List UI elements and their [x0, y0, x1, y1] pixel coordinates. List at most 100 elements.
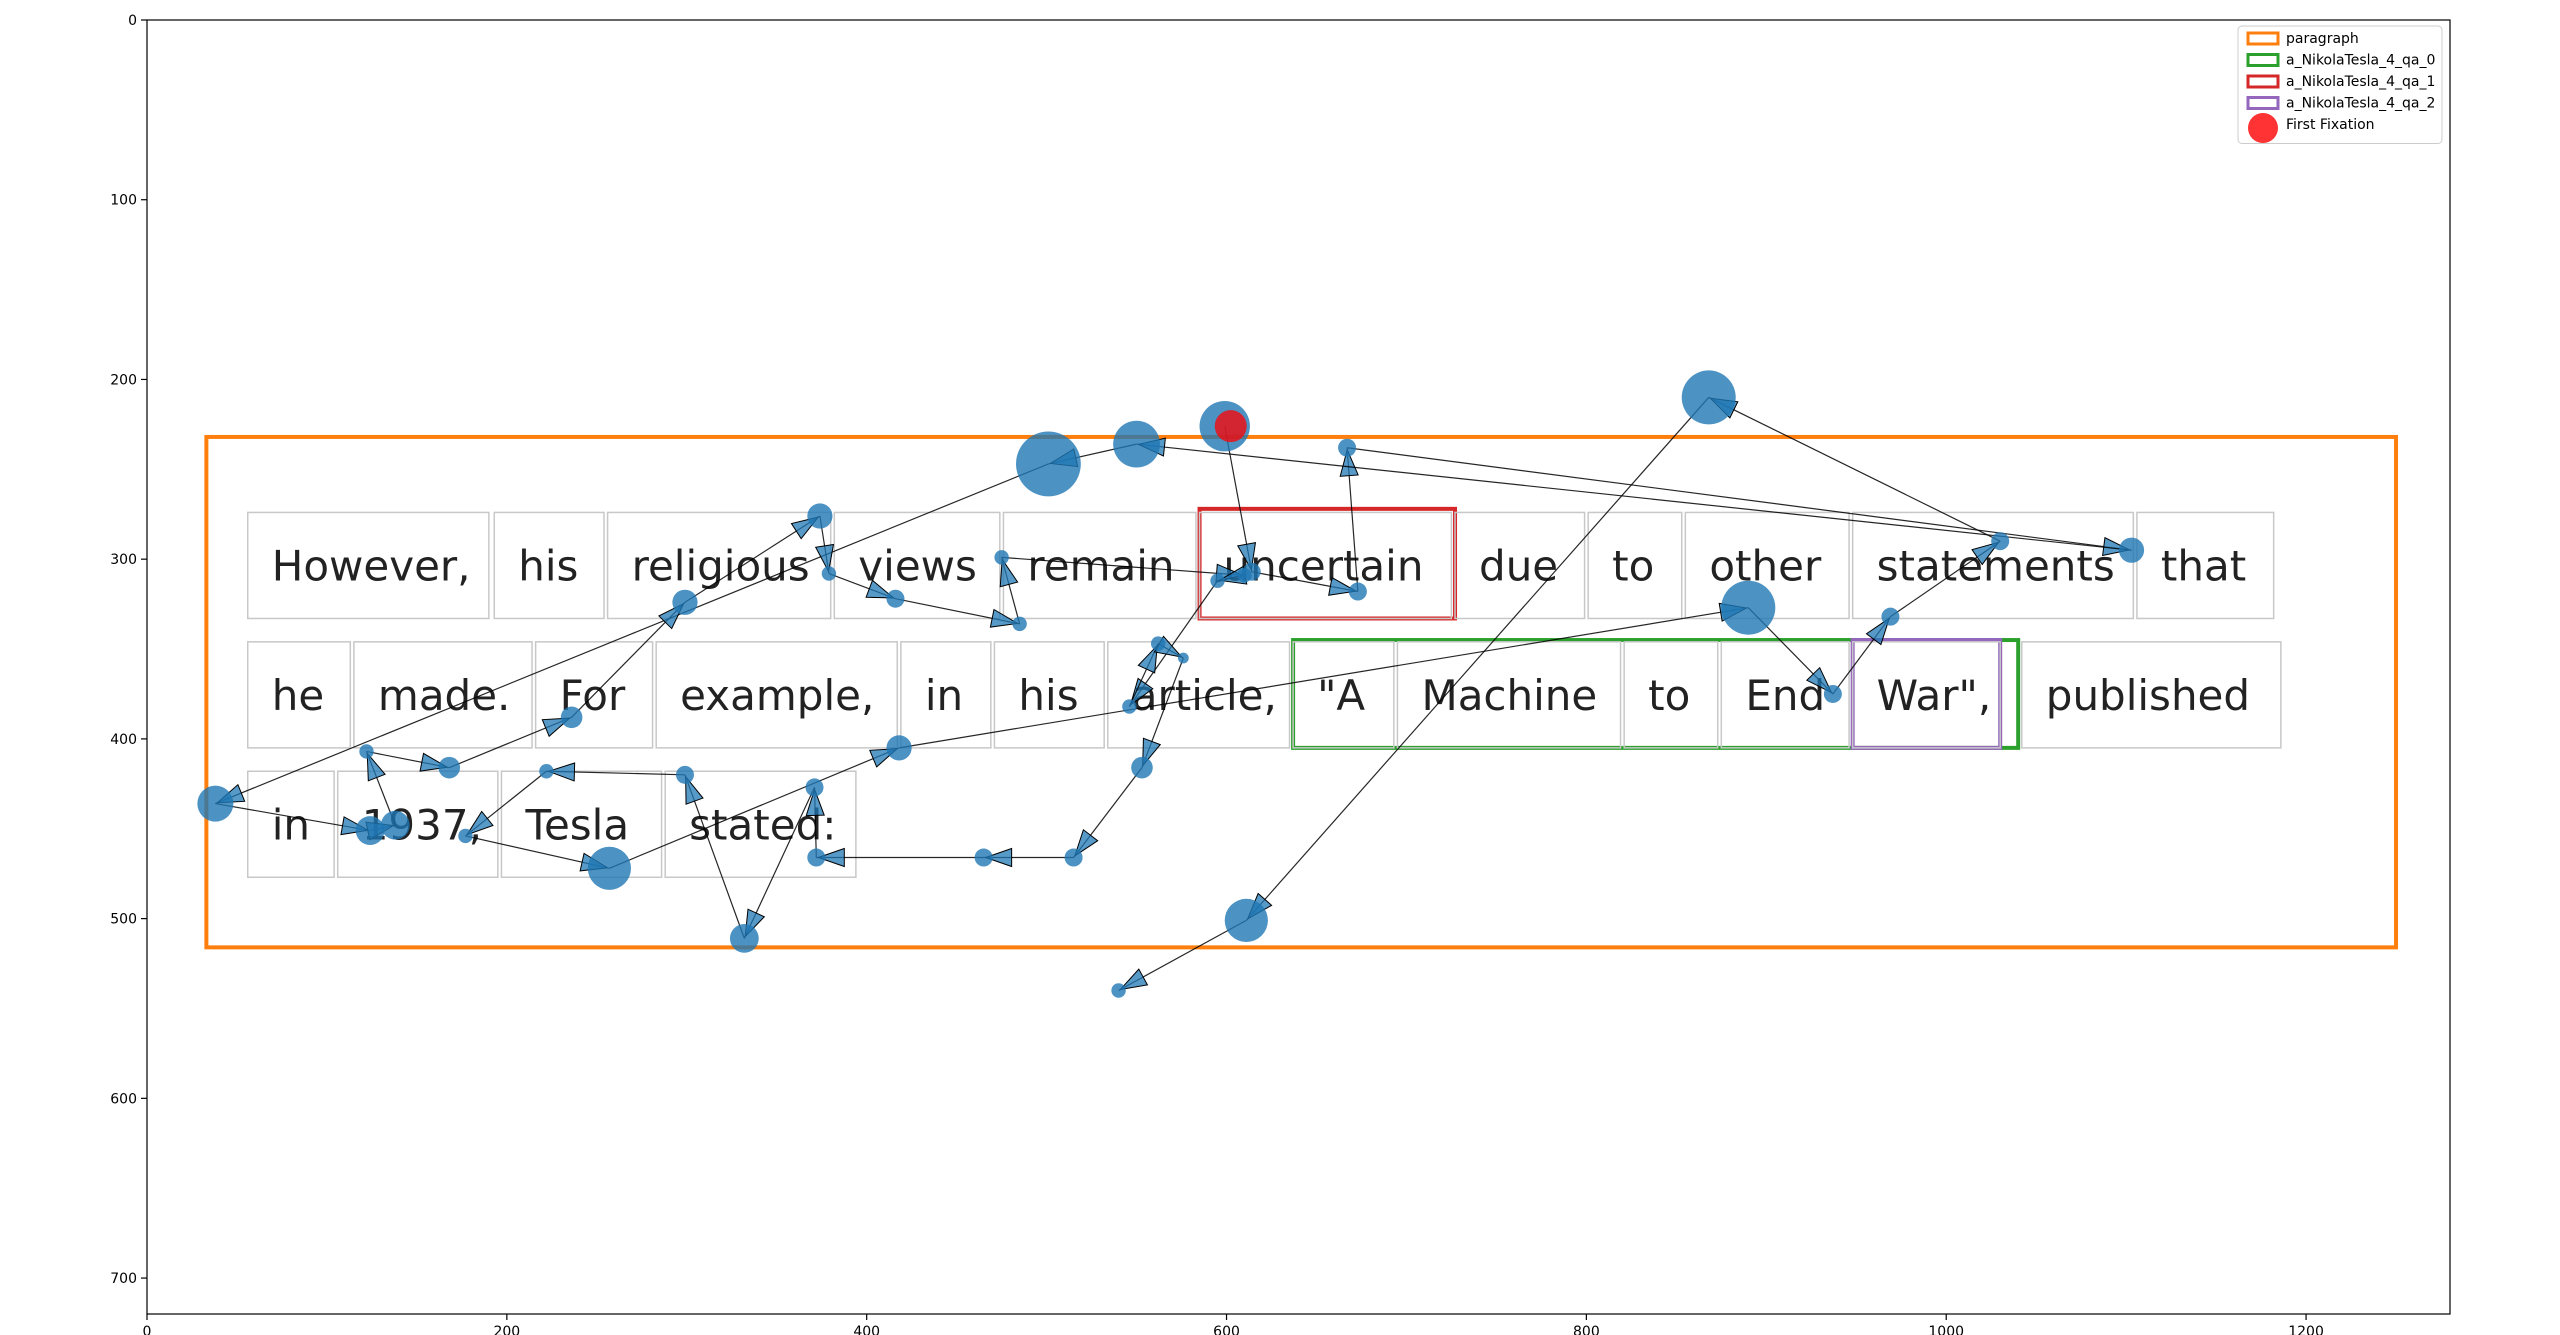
fixation-point — [1237, 568, 1252, 583]
fixation-point — [1016, 431, 1081, 497]
saccade-arrowhead — [999, 557, 1019, 588]
word-box — [1454, 511, 1586, 620]
fixation-point — [539, 764, 554, 779]
word-text: article, — [1132, 671, 1277, 720]
word-box — [493, 511, 605, 620]
fixation-point — [675, 765, 694, 784]
legend-frame — [2237, 25, 2443, 144]
saccade-line — [1708, 396, 2001, 542]
fixation-point — [1881, 607, 1900, 626]
x-tick-label: 1000 — [1928, 1324, 1964, 1335]
fixation-point — [560, 706, 583, 729]
fixation-points — [197, 370, 2145, 998]
x-tick-label: 0 — [143, 1324, 152, 1335]
fixation-point — [380, 810, 410, 840]
word-box — [1198, 511, 1453, 620]
fixation-point — [805, 778, 824, 797]
word-text: Machine — [1421, 671, 1597, 720]
word-box — [664, 770, 857, 879]
legend-label: a_NikolaTesla_4_qa_0 — [2286, 53, 2435, 69]
saccade-arrowhead — [685, 775, 704, 805]
saccade-arrowhead — [1073, 828, 1099, 858]
word-text: War", — [1877, 671, 1992, 720]
word-box — [2136, 511, 2275, 620]
word-text: to — [1648, 671, 1690, 720]
word-text: views — [858, 541, 977, 590]
x-tick-label: 400 — [853, 1324, 880, 1335]
word-text: other — [1709, 541, 1822, 590]
legend-swatch — [2248, 113, 2278, 143]
y-tick-label: 500 — [110, 912, 137, 928]
saccade-arrowhead — [1129, 677, 1154, 707]
word-text: published — [2046, 671, 2250, 720]
fixation-point — [587, 846, 631, 890]
word-box — [655, 641, 899, 749]
word-box — [500, 770, 663, 879]
fixation-point — [1064, 848, 1083, 867]
y-tick-label: 600 — [110, 1091, 137, 1107]
word-text: that — [2161, 541, 2246, 590]
saccade-arrowhead — [1865, 617, 1891, 646]
fixation-point — [438, 756, 461, 779]
word-text: However, — [272, 541, 471, 590]
fixation-point — [2118, 537, 2145, 563]
word-box — [336, 770, 499, 879]
fixation-point — [355, 816, 385, 845]
word-box — [1396, 641, 1622, 749]
x-tick-label: 1200 — [2288, 1324, 2324, 1335]
fixation-point — [994, 550, 1009, 565]
fixation-point — [1681, 370, 1736, 425]
fixation-point — [1122, 699, 1137, 714]
saccade-arrowhead — [816, 847, 845, 868]
word-text: to — [1612, 541, 1654, 590]
y-tick-label: 400 — [110, 732, 137, 748]
word-text: his — [518, 541, 578, 590]
fixation-point — [1224, 898, 1268, 943]
saccade-arrowhead — [1339, 448, 1359, 477]
word-text: his — [1018, 671, 1078, 720]
legend-swatch — [2246, 31, 2280, 46]
word-box — [1720, 641, 1850, 749]
legend-swatch — [2246, 96, 2280, 110]
saccade-arrowhead — [1137, 644, 1158, 674]
word-box — [247, 641, 352, 749]
fixation-point — [1111, 983, 1126, 998]
fixation-point — [729, 923, 759, 953]
fixation-point — [1150, 636, 1166, 651]
saccade-arrowhead — [1805, 666, 1833, 694]
word-box — [900, 641, 992, 749]
word-box — [1587, 511, 1683, 620]
fixation-point — [1823, 684, 1842, 703]
legend-label: a_NikolaTesla_4_qa_2 — [2286, 96, 2435, 112]
fixation-point — [458, 828, 473, 844]
word-box — [1851, 641, 2001, 749]
word-box — [1851, 511, 2135, 620]
word-box — [833, 511, 1001, 620]
word-text: in — [272, 800, 310, 849]
axis-ticks: 0 200 400 600 800 1000 1200 0 100 200 300 400 500 600… — [110, 13, 2324, 1335]
word-text: he — [272, 671, 324, 720]
fixation-point — [1991, 532, 2010, 551]
fixation-point — [1210, 573, 1225, 588]
x-tick-label: 800 — [1573, 1324, 1600, 1335]
region-box — [204, 434, 2399, 950]
legend-label: a_NikolaTesla_4_qa_1 — [2286, 74, 2435, 90]
word-box — [247, 511, 490, 620]
fixation-point — [886, 735, 912, 761]
word-text: in — [925, 671, 963, 720]
saccade-line — [609, 747, 900, 869]
word-text: statements — [1877, 541, 2115, 590]
fixation-point — [1131, 756, 1153, 779]
word-box — [1107, 641, 1291, 749]
word-box — [2021, 641, 2282, 749]
fixation-point — [1721, 580, 1776, 635]
fixation-point — [821, 566, 837, 581]
word-text: religious — [632, 541, 810, 590]
saccade-arrowhead — [546, 762, 576, 782]
saccade-line — [898, 607, 1749, 749]
saccade-arrowhead — [1118, 968, 1149, 991]
saccade-arrowhead — [1971, 541, 2000, 566]
word-box — [1292, 641, 1395, 749]
x-tick-label: 200 — [493, 1324, 520, 1335]
